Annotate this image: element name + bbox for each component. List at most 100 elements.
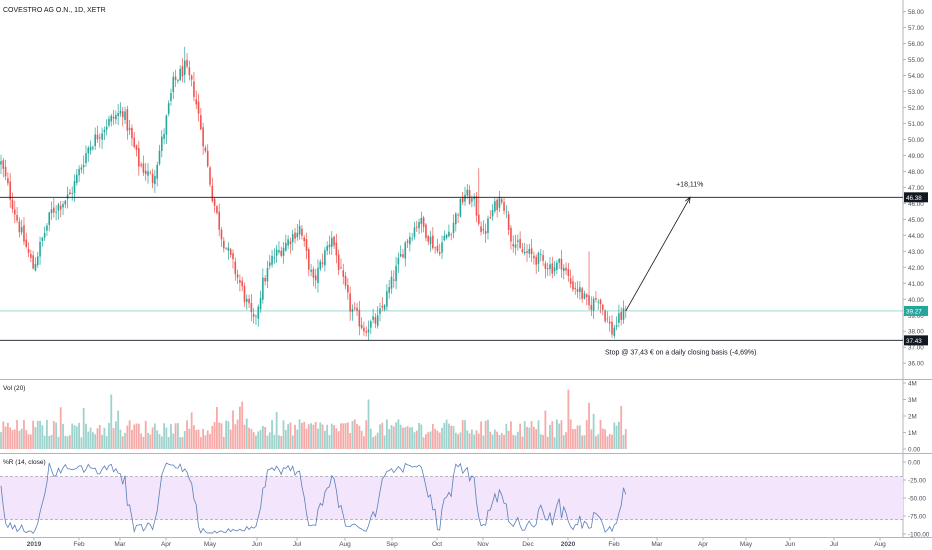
candle-body (133, 137, 136, 147)
candle-body (151, 173, 154, 184)
candle-body (160, 136, 163, 152)
candle-body (595, 297, 597, 300)
volume-bar (562, 435, 565, 449)
candle-body (321, 262, 324, 264)
candle-body (402, 254, 404, 258)
volume-bar (225, 420, 228, 449)
projection-arrow (625, 197, 691, 312)
candle-body (2, 160, 5, 169)
volume-bar (349, 433, 352, 449)
volume-bar (80, 437, 83, 449)
volume-bar (510, 421, 512, 449)
price-axis: 58.00 57.00 56.00 55.00 54.00 53.00 52.00 51.00… (903, 9, 924, 368)
price-tick-label: 52.00 (908, 105, 924, 112)
volume-bar (101, 434, 103, 449)
volume-tick-label: 2M (908, 414, 917, 421)
candle-body (32, 255, 34, 269)
candle-body (457, 214, 459, 216)
candle-body (413, 227, 416, 238)
time-tick-label: Apr (161, 541, 172, 548)
candle-body (438, 252, 441, 254)
candle-body (328, 244, 331, 248)
volume-bar (588, 402, 590, 449)
volume-bar (310, 423, 312, 449)
candle-body (310, 269, 312, 272)
volume-bar (445, 419, 448, 449)
volume-bar (255, 435, 257, 449)
candle-body (183, 60, 186, 75)
volume-bar (390, 425, 393, 449)
candle-body (181, 66, 184, 77)
volume-bar (356, 423, 358, 449)
time-tick-label: 2019 (27, 541, 42, 548)
candles (0, 46, 627, 341)
volume-bar (57, 436, 60, 449)
volume-bar (27, 434, 30, 449)
price-tick-label: 45.00 (908, 217, 924, 224)
volume-bar (156, 430, 159, 449)
volume-bar (464, 420, 466, 449)
candle-body (131, 127, 133, 139)
volume-bar (202, 428, 205, 449)
candle-body (71, 192, 74, 194)
volume-bar (287, 424, 290, 449)
time-tick-label: Feb (608, 541, 620, 548)
candle-body (252, 314, 255, 317)
candle-body (128, 127, 131, 131)
candle-body (356, 307, 358, 311)
candle-body (232, 253, 234, 260)
time-tick-label: Nov (477, 541, 489, 548)
time-tick-label: Aug (874, 541, 886, 548)
volume-bar (388, 429, 391, 449)
candle-body (347, 285, 349, 293)
volume-bar (105, 436, 108, 449)
volume-bar (367, 399, 370, 449)
volume-bar (411, 427, 414, 449)
candle-body (549, 264, 551, 270)
price-tick-label: 46.00 (908, 201, 924, 208)
time-tick-label: Jul (293, 541, 302, 548)
candle-body (496, 199, 498, 211)
volume-bar (337, 431, 340, 449)
candle-body (422, 217, 425, 227)
volume-bar (275, 411, 278, 449)
candle-body (383, 305, 386, 310)
candle-body (530, 248, 533, 255)
candle-body (87, 147, 90, 154)
volume-bar (108, 422, 110, 449)
candle-body (360, 324, 363, 329)
candle-body (76, 174, 78, 183)
candle-body (519, 238, 521, 248)
candle-body (365, 331, 368, 333)
candle-body (604, 310, 606, 322)
volume-bar (491, 434, 494, 449)
volume-bar (2, 421, 5, 449)
candle-body (156, 164, 158, 179)
volume-bar (133, 424, 136, 449)
volume-bar (319, 422, 322, 449)
volume-bar (466, 430, 469, 449)
volume-bar (321, 424, 324, 449)
williams-r-title: %R (14, close) (3, 459, 46, 466)
candle-body (498, 197, 501, 208)
volume-bar (434, 428, 437, 449)
volume-bar (291, 435, 294, 449)
volume-bar (461, 420, 464, 449)
candle-body (461, 196, 464, 203)
candle-body (436, 245, 439, 252)
candle-body (622, 308, 625, 320)
volume-bar (340, 423, 342, 449)
projection-arrow-head (685, 196, 691, 204)
volume-bar (521, 436, 524, 449)
candle-body (218, 211, 221, 230)
candle-body (324, 250, 326, 266)
volume-bar (213, 422, 216, 449)
time-tick-label: Jun (785, 541, 796, 548)
candle-body (452, 222, 455, 234)
volume-bar (46, 419, 48, 449)
candle-body (41, 237, 44, 241)
candle-body (278, 250, 280, 253)
time-tick-label: Dec (522, 541, 534, 548)
candle-body (404, 242, 407, 259)
candle-body (20, 227, 23, 233)
